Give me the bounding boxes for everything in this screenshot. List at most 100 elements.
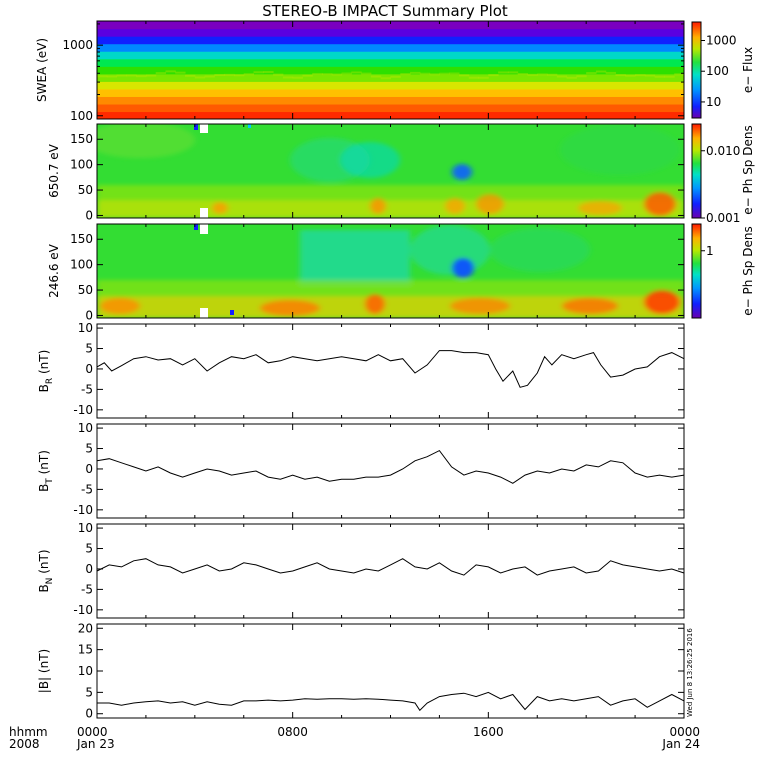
xaxis-label-hhmm: hhmm: [9, 725, 48, 739]
swea-texture: [644, 74, 656, 77]
swea-energy-band: [97, 73, 684, 82]
swea-texture: [292, 76, 303, 79]
pad-246-spectrogram: [97, 224, 684, 318]
y-tick-label: 0: [85, 707, 93, 721]
y-tick-label: 150: [70, 132, 93, 146]
swea-texture: [390, 75, 401, 78]
swea-energy-band: [97, 43, 684, 52]
colorbar-tick-label: 1000: [706, 33, 737, 47]
br-ylabel: BR (nT): [37, 350, 55, 393]
swea-texture: [165, 70, 176, 73]
x-tick-label: 0800: [277, 725, 308, 739]
y-tick-label: 10: [78, 521, 93, 535]
swea-texture: [458, 74, 470, 77]
swea-texture: [312, 72, 323, 75]
pad-650-panel: 0 50 100 150 650.7 eV 0.001 0.010 e− Ph Sp D…: [47, 123, 755, 225]
colorbar-tick-label: 0.001: [706, 211, 740, 225]
bmag-series-line: [97, 691, 685, 712]
swea-texture: [498, 71, 509, 74]
colorbar-tick-label: 100: [706, 64, 729, 78]
swea-panel: 100 1000 SWEA (eV) 10 100 1000 e− Flux: [35, 20, 755, 123]
y-tick-label: 0: [85, 308, 93, 322]
bmag-frame: [96, 623, 685, 719]
y-tick-label: 5: [85, 685, 93, 699]
swea-texture: [175, 71, 186, 74]
swea-texture: [253, 71, 264, 74]
colorbar-tick-label: 0.010: [706, 144, 740, 158]
swea-texture: [674, 73, 684, 76]
swea-texture: [429, 73, 440, 76]
swea-texture: [243, 73, 255, 76]
br-panel: -10 -5 0 5 10 BR (nT): [37, 321, 685, 419]
swea-energy-band: [97, 58, 684, 67]
swea-texture: [468, 76, 480, 79]
y-tick-label: 150: [70, 232, 93, 246]
pad-246-colorbar-label: e− Ph Sp Dens: [741, 226, 755, 315]
swea-texture: [410, 71, 421, 74]
swea-texture: [419, 72, 431, 75]
x-tick-label: 1600: [473, 725, 504, 739]
y-tick-label: -10: [73, 603, 93, 617]
swea-texture: [556, 75, 568, 78]
swea-texture: [517, 73, 528, 76]
swea-texture: [214, 73, 225, 76]
swea-texture: [233, 74, 245, 77]
plot-title: STEREO-B IMPACT Summary Plot: [262, 2, 508, 20]
colorbar-tick-label: 1: [706, 244, 714, 258]
swea-energy-band: [97, 51, 684, 60]
swea-energy-band: [97, 111, 684, 119]
swea-ylabel: SWEA (eV): [35, 38, 49, 102]
xaxis-label-year: 2008: [9, 737, 40, 751]
x-tick-label: 0000: [669, 725, 700, 739]
swea-colorbar: [691, 21, 702, 119]
y-tick-label: 50: [78, 283, 93, 297]
swea-energy-band: [97, 36, 684, 45]
y-tick-label: 20: [78, 621, 93, 635]
bn-series-line: [96, 558, 685, 576]
y-tick-label: 0: [85, 462, 93, 476]
swea-texture: [116, 74, 127, 77]
bn-ylabel: BN (nT): [37, 549, 55, 592]
swea-texture: [341, 72, 352, 75]
swea-energy-band: [97, 103, 684, 113]
swea-texture: [136, 75, 147, 78]
swea-texture: [537, 73, 548, 76]
y-tick-label: 1000: [62, 38, 93, 52]
swea-texture: [654, 75, 665, 78]
bt-panel: -10 -5 0 5 10 BT (nT): [37, 421, 685, 519]
swea-energy-band: [97, 81, 684, 90]
colorbar-tick-label: 10: [706, 95, 721, 109]
y-tick-label: -5: [81, 482, 93, 496]
pad-246-panel: 0 50 100 150 246.6 eV 1 e− Ph Sp Dens: [47, 223, 755, 322]
swea-energy-band: [97, 66, 684, 75]
swea-texture: [361, 72, 372, 75]
swea-spectrogram: [97, 21, 684, 119]
swea-texture: [145, 74, 157, 77]
pad-246-ylabel: 246.6 eV: [47, 243, 61, 298]
swea-texture: [615, 74, 626, 77]
swea-texture: [185, 74, 196, 77]
pad-650-ylabel: 650.7 eV: [47, 143, 61, 198]
y-tick-label: 10: [78, 321, 93, 335]
swea-texture: [322, 73, 333, 76]
bmag-ylabel: |B| (nT): [37, 649, 51, 693]
y-tick-label: 5: [85, 442, 93, 456]
pad-650-colorbar: [691, 123, 702, 219]
swea-colorbar-label: e− Flux: [741, 47, 755, 93]
y-tick-label: 5: [85, 342, 93, 356]
swea-texture: [263, 71, 274, 74]
swea-energy-band: [97, 21, 684, 30]
x-tick-date-label: Jan 24: [661, 737, 700, 751]
swea-texture: [595, 70, 607, 73]
swea-texture: [194, 76, 206, 79]
bt-series-line: [96, 449, 685, 484]
swea-texture: [507, 71, 519, 74]
swea-texture: [370, 75, 382, 78]
swea-texture: [380, 77, 391, 80]
swea-texture: [478, 76, 489, 79]
y-tick-label: 100: [70, 258, 93, 272]
pad-650-spectrogram: [97, 124, 684, 218]
bmag-panel: 0 5 10 15 20 |B| (nT): [37, 621, 685, 721]
pad-650-colorbar-label: e− Ph Sp Dens: [741, 125, 755, 214]
swea-texture: [605, 71, 617, 74]
